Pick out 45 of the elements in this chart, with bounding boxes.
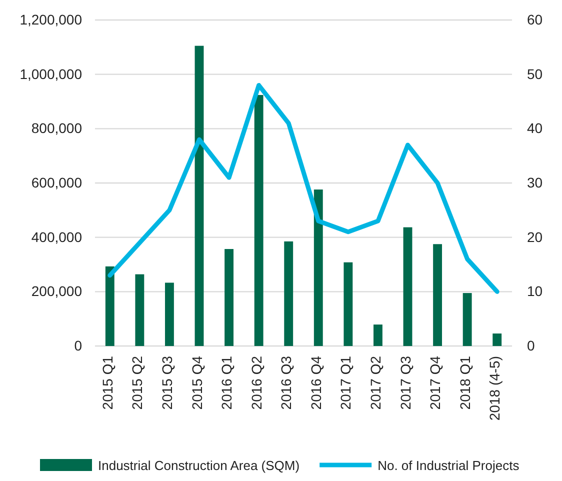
legend-label: No. of Industrial Projects — [378, 458, 520, 473]
x-tick-label: 2016 Q2 — [248, 356, 264, 410]
x-tick-label: 2017 Q4 — [427, 356, 444, 410]
y-tick-label: 400,000 — [31, 228, 82, 245]
y-tick-label: 600,000 — [31, 174, 82, 190]
x-tick-label: 2015 Q3 — [158, 356, 175, 410]
y2-tick-label: 20 — [527, 228, 543, 245]
bar — [373, 324, 382, 346]
x-tick-label: 2016 Q1 — [218, 356, 235, 410]
y2-tick-label: 50 — [527, 66, 543, 82]
bar — [462, 293, 472, 346]
y2-tick-label: 60 — [527, 11, 543, 28]
x-tick-label: 2017 Q1 — [338, 356, 354, 410]
line-series — [108, 82, 500, 294]
bar — [135, 274, 144, 346]
y-tick-label: 1,200,000 — [20, 11, 82, 28]
bar — [344, 262, 353, 346]
x-tick-label: 2015 Q1 — [99, 356, 116, 410]
x-tick-label: 2016 Q4 — [308, 356, 324, 410]
y2-tick-label: 40 — [527, 120, 543, 136]
bar — [492, 334, 502, 346]
bar — [194, 46, 204, 346]
bar — [284, 241, 294, 346]
y2-tick-label: 30 — [527, 174, 543, 190]
bar — [224, 249, 234, 346]
bar — [433, 244, 442, 346]
bar — [105, 266, 114, 346]
x-tick-label: 2016 Q3 — [278, 356, 294, 410]
x-tick-label: 2015 Q2 — [129, 356, 146, 410]
bar — [314, 190, 323, 346]
bar — [403, 227, 412, 346]
bar — [164, 282, 174, 346]
bar — [254, 94, 264, 346]
y-tick-label: 200,000 — [31, 283, 82, 300]
y2-tick-label: 10 — [527, 283, 543, 300]
legend-label: Industrial Construction Area (SQM) — [98, 458, 300, 473]
y-tick-label: 0 — [74, 337, 82, 354]
y2-tick-label: 0 — [527, 337, 535, 354]
x-tick-label: 2015 Q4 — [188, 356, 205, 410]
y-tick-label: 1,000,000 — [20, 66, 82, 82]
x-tick-label: 2018 Q1 — [456, 356, 473, 410]
x-tick-label: 2017 Q2 — [367, 356, 384, 410]
x-tick-label: 2017 Q3 — [397, 356, 414, 410]
x-tick-label: 2018 (4-5) — [486, 356, 503, 421]
y-tick-label: 800,000 — [31, 120, 82, 136]
